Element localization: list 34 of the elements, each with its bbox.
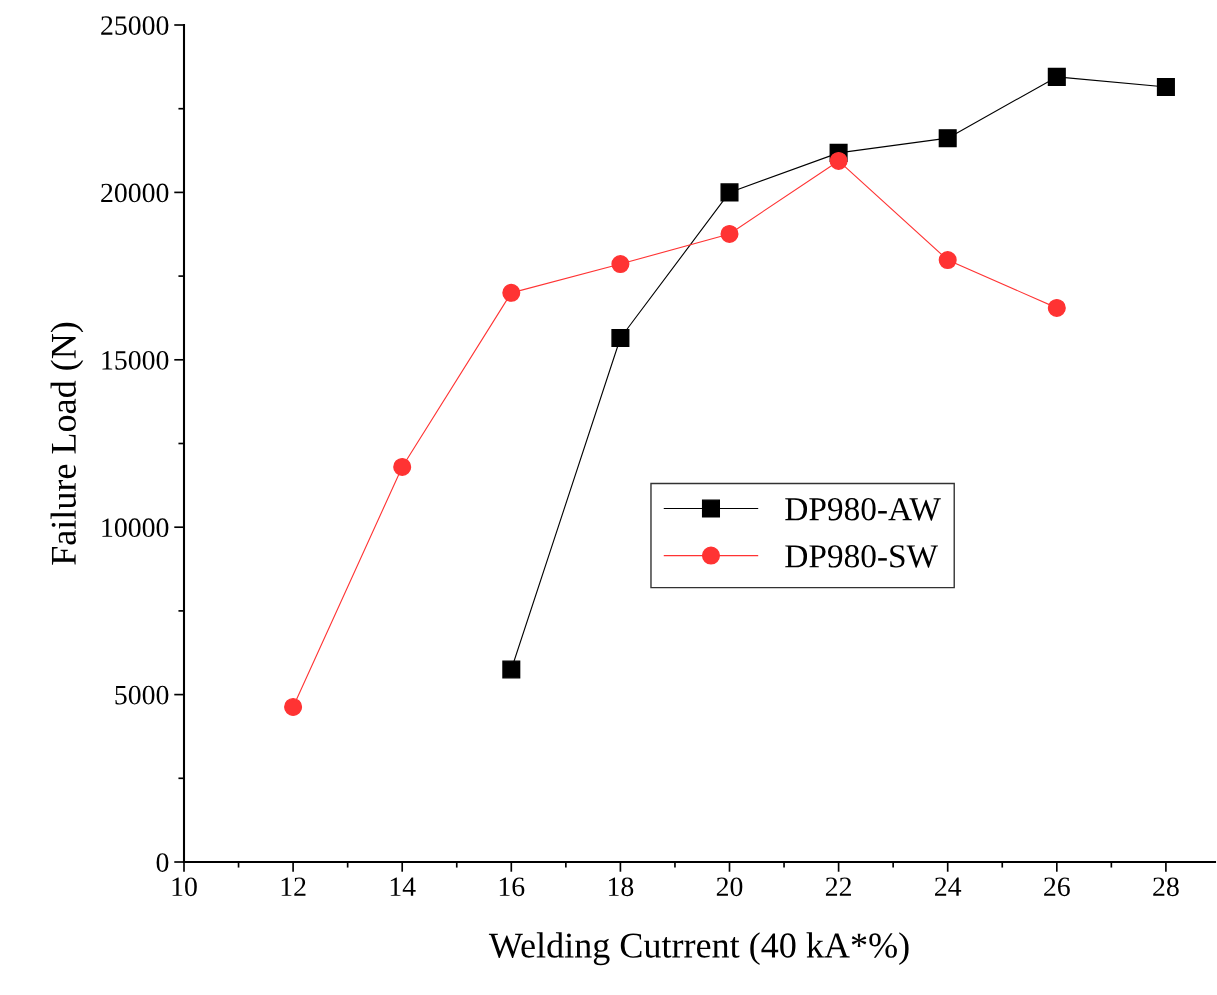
point	[720, 224, 739, 243]
point	[611, 255, 630, 274]
y-tick-label: 5000	[115, 685, 169, 705]
x-tick-label: 24	[935, 877, 962, 896]
y-tick-label: 10000	[102, 518, 169, 538]
point	[1047, 298, 1066, 317]
x-tick-label: 16	[499, 877, 525, 897]
point	[611, 329, 630, 348]
point	[502, 283, 521, 302]
point	[720, 183, 739, 202]
x-tick-label: 12	[281, 877, 306, 896]
x-tick-label: 10	[172, 877, 197, 897]
y-axis-title: Failure Load (N)	[50, 322, 84, 565]
y-tick-label: 20000	[101, 183, 169, 203]
point	[393, 457, 412, 476]
legend-label: DP980-SW	[785, 545, 938, 568]
x-tick-label: 28	[1153, 877, 1179, 897]
point	[1156, 77, 1175, 96]
x-tick-label: 20	[716, 877, 743, 897]
x-axis-title: Welding Cutrrent (40 kA*%)	[488, 932, 909, 966]
y-tick-label: 25000	[101, 16, 169, 35]
point	[284, 697, 303, 717]
x-tick-label: 18	[608, 877, 634, 897]
y-tick-label: 0	[156, 853, 169, 872]
point	[938, 129, 957, 148]
point	[502, 660, 521, 679]
point	[938, 251, 957, 270]
legend-label: DP980-AW	[785, 497, 941, 521]
x-tick-label: 26	[1044, 877, 1070, 897]
point	[1047, 67, 1066, 86]
y-tick-label: 15000	[102, 350, 169, 370]
x-tick-label: 14	[390, 877, 416, 896]
x-tick-label: 22	[825, 877, 851, 896]
point	[829, 151, 848, 170]
